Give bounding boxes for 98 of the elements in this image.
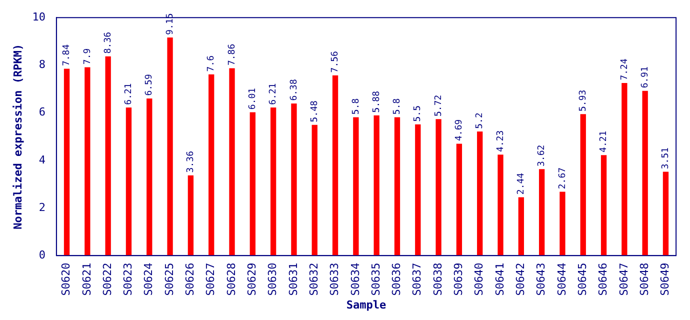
data-label: 5.8 (392, 98, 403, 115)
bar (642, 90, 648, 256)
bar (622, 82, 628, 256)
data-label: 2.44 (516, 172, 526, 195)
bar (580, 114, 586, 256)
bar (312, 124, 318, 256)
x-tick-label: S0646 (596, 262, 610, 296)
bar (105, 56, 111, 256)
data-label: 6.01 (248, 88, 258, 110)
bar (477, 132, 483, 256)
data-label: 3.62 (537, 144, 548, 166)
bar (270, 108, 276, 256)
y-tick-label: 4 (38, 153, 46, 166)
bar (126, 108, 132, 256)
data-label: 6.59 (144, 74, 155, 96)
x-tick-label: S0633 (328, 262, 342, 296)
y-tick-label: 10 (32, 10, 46, 24)
bar (498, 154, 504, 256)
data-label: 5.5 (413, 105, 424, 122)
bar (291, 103, 297, 256)
data-label: 5.8 (351, 98, 362, 115)
x-tick-label: S0623 (122, 262, 135, 296)
x-tick-label: S0635 (369, 262, 382, 296)
bar (167, 38, 173, 256)
data-label: 5.48 (310, 100, 320, 122)
data-label: 7.9 (82, 48, 93, 65)
data-label: 8.36 (103, 32, 114, 54)
data-label: 3.51 (661, 147, 672, 170)
x-tick-label: S0637 (410, 262, 424, 296)
data-label: 5.72 (434, 94, 444, 116)
x-tick-label: S0642 (514, 262, 528, 296)
data-label: 6.21 (124, 83, 134, 105)
x-tick-label: S0638 (431, 262, 444, 296)
x-tick-label: S0621 (80, 262, 94, 296)
data-label: 4.69 (454, 119, 465, 142)
x-tick-label: S0631 (286, 262, 300, 296)
x-tick-label: S0626 (184, 262, 197, 296)
y-tick-label: 6 (38, 106, 46, 119)
x-tick-label: S0648 (638, 262, 651, 296)
bar (188, 175, 194, 256)
bar (600, 155, 607, 256)
bar (560, 192, 566, 256)
data-label: 3.36 (186, 151, 196, 173)
bar (415, 124, 421, 256)
data-label: 4.21 (599, 130, 610, 152)
x-tick-label: S0632 (307, 262, 320, 296)
data-label: 7.24 (620, 58, 630, 80)
bar (538, 169, 545, 256)
data-label: 6.91 (640, 66, 650, 88)
data-label: 6.38 (289, 79, 300, 101)
bar (332, 75, 338, 256)
x-tick-label: S0644 (555, 262, 568, 296)
data-label: 4.23 (496, 130, 506, 152)
bar (229, 68, 235, 256)
y-axis-title: Normalized expression (RPKM) (11, 44, 24, 230)
x-tick-label: S0643 (534, 262, 548, 296)
x-tick-label: S0647 (617, 262, 630, 296)
data-label: 5.2 (475, 112, 486, 129)
bar (250, 112, 256, 256)
x-tick-label: S0639 (452, 262, 466, 296)
x-tick-label: S0620 (60, 262, 73, 296)
x-tick-label: S0649 (658, 262, 672, 296)
x-axis-title: Sample (346, 298, 386, 312)
x-tick-label: S0625 (162, 262, 176, 296)
x-tick-label: S0628 (224, 262, 238, 296)
y-tick-label: 0 (38, 248, 46, 262)
x-tick-label: S0634 (348, 262, 362, 296)
x-tick-label: S0622 (100, 262, 114, 296)
x-tick-label: S0629 (246, 262, 259, 296)
data-label: 5.93 (578, 90, 588, 112)
x-tick-label: S0640 (472, 262, 486, 296)
bar (394, 117, 400, 256)
data-label: 7.56 (330, 51, 341, 73)
y-tick-label: 2 (38, 200, 46, 214)
data-label: 7.86 (227, 44, 238, 66)
bar (146, 98, 152, 256)
bar (374, 115, 380, 256)
bar (208, 74, 214, 256)
bar (662, 172, 669, 256)
y-tick-label: 8 (38, 58, 46, 72)
data-label: 7.84 (62, 44, 72, 66)
bar (64, 68, 70, 256)
bar (518, 197, 524, 256)
data-label: 2.67 (558, 167, 568, 190)
data-label: 6.21 (268, 83, 279, 105)
data-label: 7.6 (206, 55, 217, 72)
x-tick-label: S0630 (266, 262, 280, 296)
x-tick-label: S0627 (204, 262, 218, 296)
x-tick-label: S0636 (390, 262, 404, 296)
bar (436, 119, 442, 256)
x-tick-label: S0624 (142, 262, 156, 296)
bar (353, 117, 359, 256)
data-label: 9.15 (165, 13, 176, 35)
x-tick-label: S0645 (576, 262, 589, 296)
x-tick-label: S0641 (493, 262, 506, 296)
data-label: 5.88 (372, 91, 382, 113)
bar (456, 144, 462, 256)
bar (84, 67, 90, 256)
